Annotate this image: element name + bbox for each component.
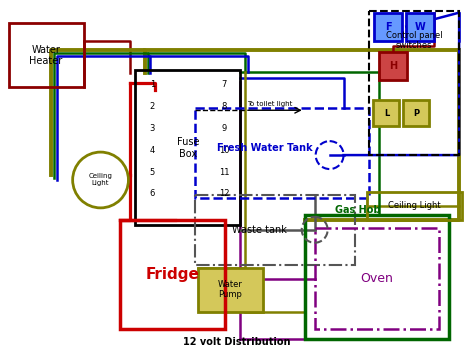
- Text: L: L: [384, 109, 389, 118]
- Bar: [369, 11, 459, 155]
- Bar: [305, 215, 449, 339]
- Text: 8: 8: [221, 102, 227, 111]
- Text: Oven: Oven: [360, 272, 393, 285]
- Text: Ceiling Light: Ceiling Light: [388, 201, 441, 210]
- Text: Fridge: Fridge: [146, 267, 199, 282]
- Text: Control panel
switches: Control panel switches: [386, 31, 443, 50]
- Bar: [315, 228, 439, 329]
- Text: Waste tank: Waste tank: [232, 225, 287, 235]
- Text: 5: 5: [150, 168, 155, 176]
- Bar: [374, 13, 402, 41]
- Text: Water
Pump: Water Pump: [218, 280, 243, 299]
- Text: 1: 1: [150, 80, 155, 89]
- Text: H: H: [389, 61, 397, 71]
- Text: 9: 9: [221, 124, 227, 133]
- Text: 4: 4: [150, 145, 155, 155]
- Bar: [9, 23, 83, 87]
- Text: F: F: [385, 22, 392, 31]
- Bar: [195, 108, 369, 198]
- Bar: [367, 192, 462, 220]
- Text: W: W: [415, 22, 426, 31]
- Bar: [136, 70, 240, 225]
- Text: 11: 11: [219, 168, 229, 176]
- Text: 12: 12: [219, 190, 229, 198]
- Text: 3: 3: [150, 124, 155, 133]
- Bar: [406, 13, 434, 41]
- Text: Fuse
Box: Fuse Box: [177, 137, 200, 159]
- Text: 6: 6: [150, 190, 155, 198]
- Bar: [198, 268, 263, 312]
- Text: Water
Heater: Water Heater: [29, 45, 63, 66]
- Text: To toilet light: To toilet light: [247, 101, 292, 107]
- Text: Ceiling
Light: Ceiling Light: [89, 173, 112, 186]
- Bar: [403, 100, 429, 126]
- Text: 12 volt Distribution: 12 volt Distribution: [183, 337, 291, 347]
- Text: Gas Hob: Gas Hob: [335, 205, 380, 215]
- Text: 2: 2: [150, 102, 155, 111]
- Bar: [380, 53, 407, 80]
- Bar: [195, 195, 355, 265]
- Text: 7: 7: [221, 80, 227, 89]
- Text: P: P: [413, 109, 419, 118]
- Text: Fresh Water Tank: Fresh Water Tank: [217, 143, 313, 153]
- Bar: [374, 100, 400, 126]
- Text: 10: 10: [219, 145, 229, 155]
- Bar: [120, 220, 225, 329]
